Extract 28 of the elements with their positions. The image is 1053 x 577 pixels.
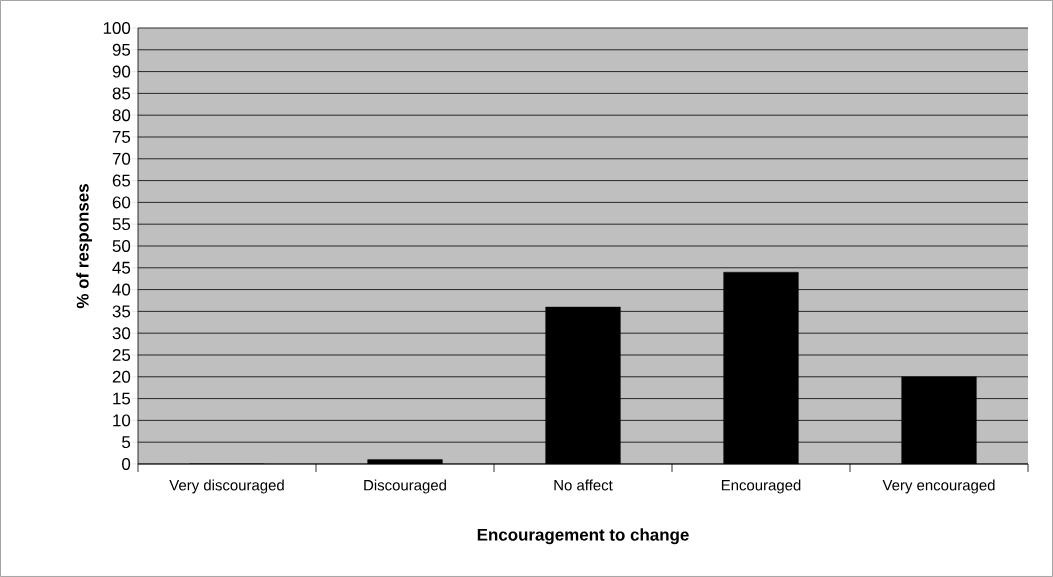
y-tick-label: 10 — [113, 414, 131, 427]
y-tick-label: 100 — [103, 21, 131, 34]
y-tick-label: 70 — [112, 152, 131, 165]
y-tick-label: 45 — [112, 261, 131, 274]
y-tick-label: 75 — [112, 131, 131, 143]
y-tick-label: 15 — [113, 392, 131, 405]
y-tick-label: 5 — [122, 436, 131, 449]
y-tick-label: 0 — [122, 457, 131, 470]
y-tick-label: 85 — [112, 87, 131, 100]
y-tick-label: 55 — [112, 218, 131, 231]
y-tick-label: 95 — [112, 43, 131, 56]
y-tick-label: 35 — [112, 305, 131, 318]
y-tick-label: 30 — [112, 327, 131, 340]
y-axis-title: % of responses — [76, 184, 93, 309]
x-tick-label: Discouraged — [364, 479, 446, 494]
y-tick-label: 25 — [112, 348, 131, 361]
x-tick-label: Very encouraged — [882, 479, 995, 494]
y-tick-label: 90 — [112, 65, 131, 78]
y-tick-label: 20 — [112, 370, 131, 383]
y-tick-label: 50 — [112, 239, 131, 252]
x-tick-label: Very discouraged — [169, 479, 284, 494]
x-axis-title: Encouragement to change — [477, 528, 689, 545]
x-tick-label: Encouraged — [721, 479, 801, 494]
y-tick-label: 65 — [112, 174, 131, 187]
x-tick-label: No affect — [554, 479, 613, 491]
y-tick-label: 40 — [112, 283, 131, 296]
y-tick-label: 80 — [112, 109, 131, 122]
y-tick-label: 60 — [112, 196, 131, 209]
